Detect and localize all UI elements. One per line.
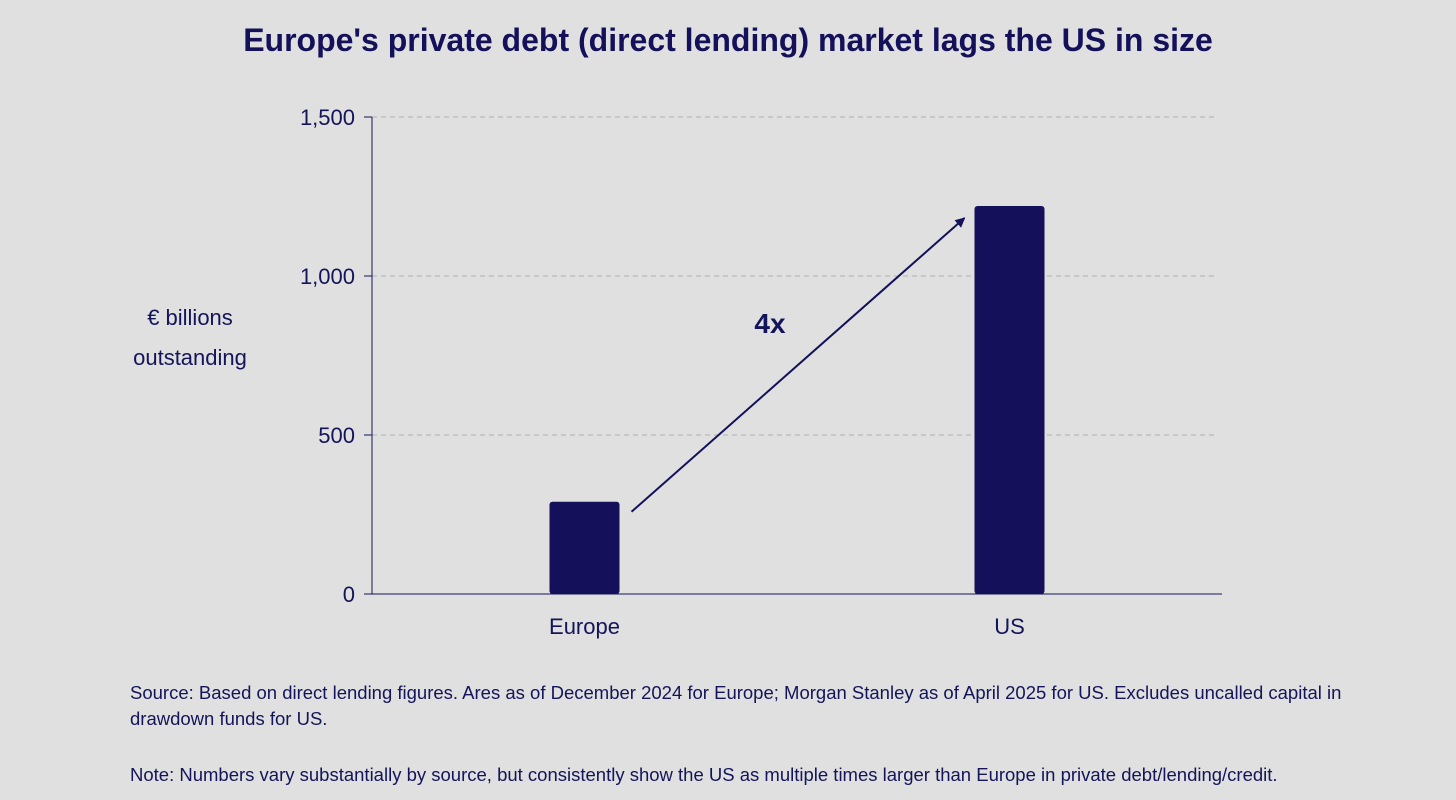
bar-europe [549,501,620,594]
gridlines [372,116,1218,436]
note-footnote: Note: Numbers vary substantially by sour… [130,764,1278,785]
bar-us [974,206,1045,595]
y-tick-label: 1,000 [300,264,355,289]
growth-arrow [630,217,966,513]
source-footnote: Source: Based on direct lending figures.… [130,682,1342,729]
growth-multiple-label: 4x [754,308,786,339]
chart-title: Europe's private debt (direct lending) m… [243,22,1213,58]
x-tick-label: Europe [549,614,620,639]
y-tick-label: 500 [318,423,355,448]
y-tick-label: 0 [343,582,355,607]
y-axis-label-line-2: outstanding [133,345,247,370]
tick-labels: 0 500 1,000 1,500 Europe US [300,105,1025,639]
x-tick-label: US [994,614,1025,639]
y-axis-label-line-1: € billions [147,305,233,330]
y-axis-label: € billions outstanding [110,298,270,378]
bar-chart: 0 500 1,000 1,500 Europe US 4x [300,105,1222,639]
growth-annotation: 4x [630,217,966,513]
bars [549,206,1045,595]
axes [364,116,1222,595]
y-tick-label: 1,500 [300,105,355,130]
